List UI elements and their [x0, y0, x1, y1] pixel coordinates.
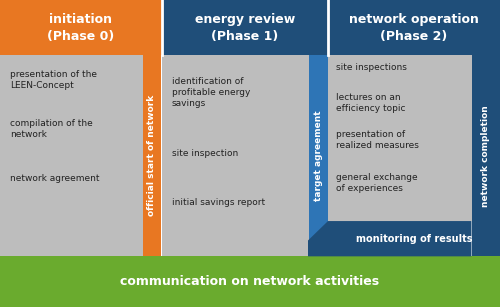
Text: monitoring of results: monitoring of results	[356, 234, 473, 244]
Text: lectures on an
efficiency topic: lectures on an efficiency topic	[336, 93, 405, 113]
Text: presentation of
realized measures: presentation of realized measures	[336, 130, 418, 150]
FancyBboxPatch shape	[328, 55, 472, 221]
FancyBboxPatch shape	[328, 0, 500, 55]
Text: identification of
profitable energy
savings: identification of profitable energy savi…	[172, 76, 250, 108]
FancyBboxPatch shape	[162, 55, 309, 256]
Text: general exchange
of experiences: general exchange of experiences	[336, 173, 417, 193]
Text: initiation
(Phase 0): initiation (Phase 0)	[47, 13, 114, 43]
FancyBboxPatch shape	[309, 55, 328, 256]
Text: site inspections: site inspections	[336, 63, 406, 72]
FancyBboxPatch shape	[472, 55, 500, 256]
FancyBboxPatch shape	[142, 55, 162, 256]
Text: network agreement: network agreement	[10, 173, 100, 183]
FancyBboxPatch shape	[0, 55, 142, 256]
Text: presentation of the
LEEN-Concept: presentation of the LEEN-Concept	[10, 70, 97, 90]
Text: communication on network activities: communication on network activities	[120, 275, 380, 288]
Text: network completion: network completion	[481, 105, 490, 207]
Text: energy review
(Phase 1): energy review (Phase 1)	[194, 13, 295, 43]
Text: site inspection: site inspection	[172, 149, 238, 158]
FancyBboxPatch shape	[0, 0, 162, 55]
FancyBboxPatch shape	[162, 0, 328, 55]
Text: network operation
(Phase 2): network operation (Phase 2)	[349, 13, 479, 43]
Polygon shape	[308, 221, 472, 256]
Text: official start of network: official start of network	[148, 95, 156, 216]
Text: compilation of the
network: compilation of the network	[10, 119, 93, 139]
FancyBboxPatch shape	[0, 256, 500, 307]
Text: initial savings report: initial savings report	[172, 198, 264, 207]
Text: target agreement: target agreement	[314, 111, 323, 201]
